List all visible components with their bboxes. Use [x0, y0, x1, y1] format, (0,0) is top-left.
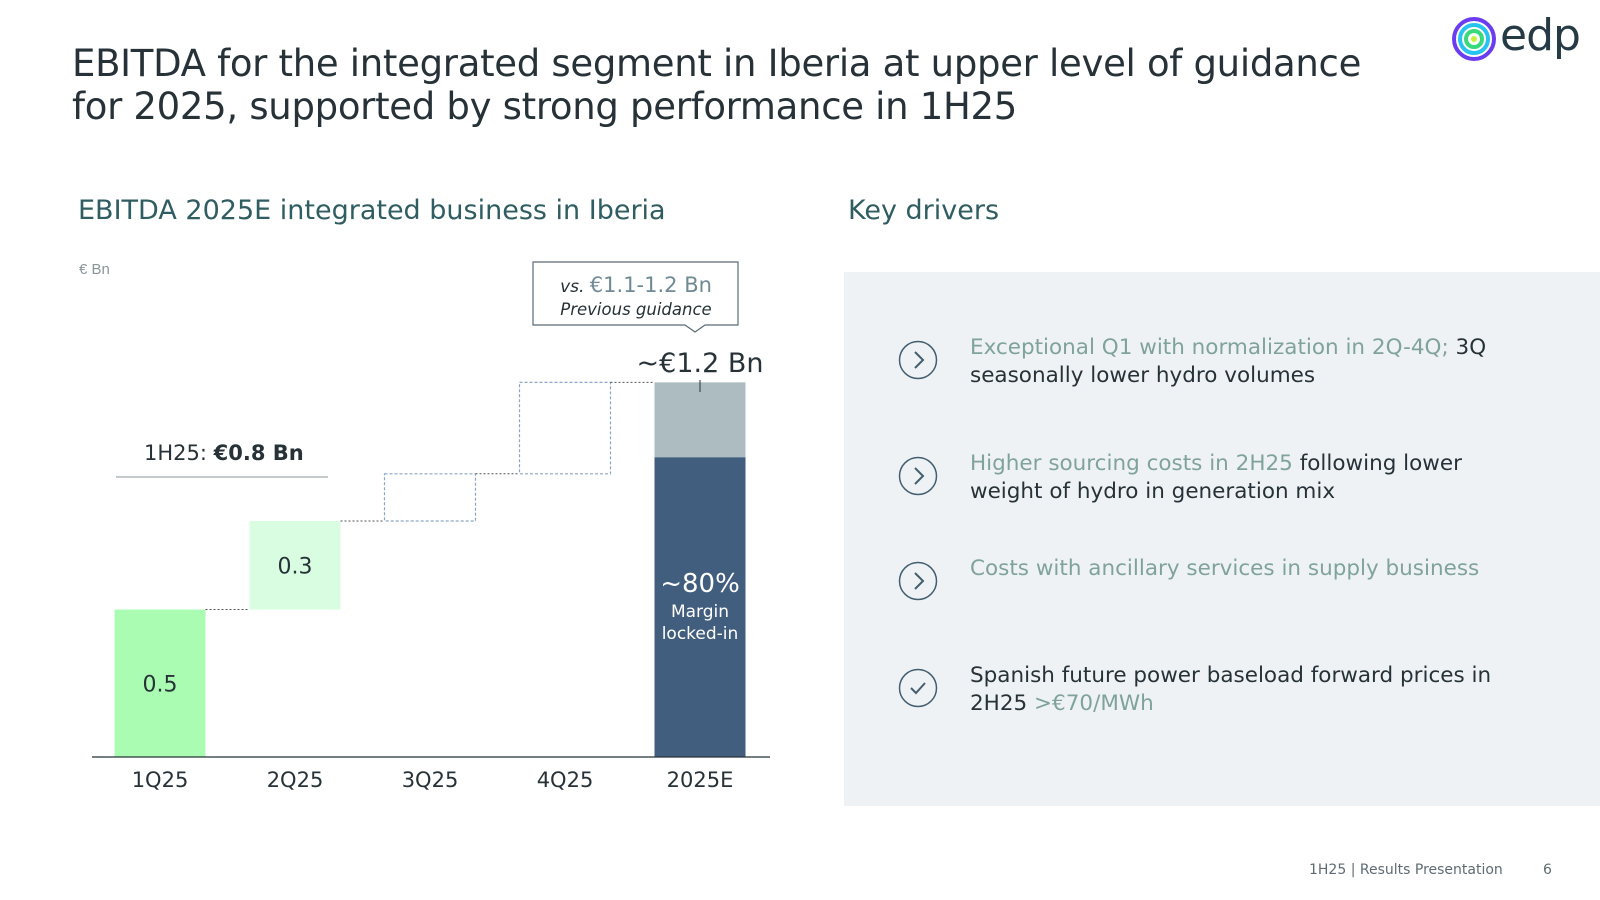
logo-text: edp — [1500, 10, 1581, 61]
unit-label: € Bn — [79, 261, 110, 278]
value-label-2q25: 0.3 — [278, 554, 313, 579]
page-number: 6 — [1543, 862, 1552, 878]
bar-2025e-unlocked — [654, 382, 746, 458]
driver-highlight: Higher sourcing costs in 2H25 — [970, 451, 1293, 476]
chevron-right-circle-icon — [898, 456, 938, 496]
driver-body: Spanish future power baseload forward pr… — [970, 663, 1492, 716]
tick-label-1q25: 1Q25 — [132, 768, 189, 792]
slide-title: EBITDA for the integrated segment in Ibe… — [72, 42, 1362, 128]
check-circle-icon — [898, 668, 938, 708]
driver-text: Exceptional Q1 with normalization in 2Q-… — [970, 334, 1530, 390]
callout-sub: Previous guidance — [560, 300, 711, 319]
locked-text-1: Margin — [671, 602, 729, 622]
tick-label-2025e: 2025E — [667, 768, 734, 792]
bar-2025e-locked — [654, 457, 746, 757]
driver-highlight: Costs with ancillary services in supply … — [970, 556, 1480, 581]
guidance-callout-box — [532, 261, 739, 333]
bar-1q25 — [114, 609, 206, 757]
h1-value: €0.8 Bn — [213, 441, 304, 465]
bar-2q25 — [249, 521, 341, 610]
h1-annotation: 1H25: €0.8 Bn — [144, 441, 304, 465]
key-drivers-panel: Exceptional Q1 with normalization in 2Q-… — [844, 272, 1600, 806]
bar-4q25 — [518, 381, 612, 475]
driver-text: Spanish future power baseload forward pr… — [970, 662, 1530, 718]
locked-pct-label: ~80% — [660, 569, 740, 599]
callout-line-1: vs. €1.1-1.2 Bn — [560, 273, 712, 297]
chevron-right-circle-icon — [898, 340, 938, 380]
h1-label: 1H25: — [144, 441, 214, 465]
driver-highlight: Exceptional Q1 with normalization in 2Q-… — [970, 335, 1449, 360]
bar-3q25 — [383, 473, 477, 522]
tick-label-4q25: 4Q25 — [537, 768, 594, 792]
key-drivers-title: Key drivers — [848, 195, 1000, 226]
edp-logo-icon — [1452, 17, 1496, 61]
tick-label-2q25: 2Q25 — [267, 768, 324, 792]
driver-text: Costs with ancillary services in supply … — [970, 555, 1530, 583]
locked-text-2: locked-in — [662, 624, 739, 644]
driver-body: 3Q seasonally lower hydro volumes — [970, 335, 1487, 388]
driver-body: following lower weight of hydro in gener… — [970, 451, 1462, 504]
callout-value: €1.1-1.2 Bn — [590, 273, 712, 297]
tick-label-3q25: 3Q25 — [402, 768, 459, 792]
chart-title: EBITDA 2025E integrated business in Iber… — [78, 195, 666, 226]
driver-text: Higher sourcing costs in 2H25 following … — [970, 450, 1530, 506]
total-label: ~€1.2 Bn — [637, 348, 764, 379]
driver-highlight: >€70/MWh — [1034, 691, 1154, 716]
chevron-right-circle-icon — [898, 561, 938, 601]
callout-vs: vs. — [560, 277, 590, 297]
value-label-1q25: 0.5 — [143, 672, 178, 697]
ebitda-waterfall-chart: € Bn 0.5 0.3 1Q25 2Q25 3Q25 4Q25 2025E 1H25: €0.… — [79, 261, 770, 792]
footer-label: 1H25 | Results Presentation — [1309, 862, 1503, 878]
